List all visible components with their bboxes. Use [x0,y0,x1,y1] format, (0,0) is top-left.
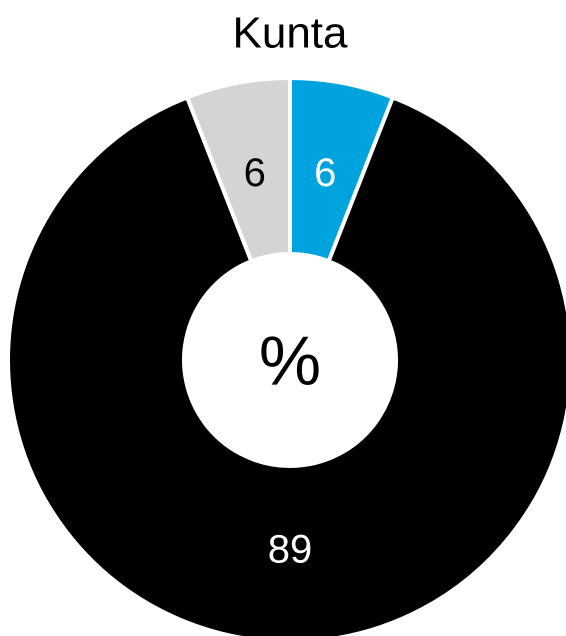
donut-segment [6,94,566,636]
center-label: % [259,321,321,399]
data-label: 89 [268,528,313,572]
donut-segment [184,75,292,264]
data-label: 6 [314,151,336,195]
data-label: 6 [244,151,266,195]
chart-title: Kunta [233,9,349,58]
